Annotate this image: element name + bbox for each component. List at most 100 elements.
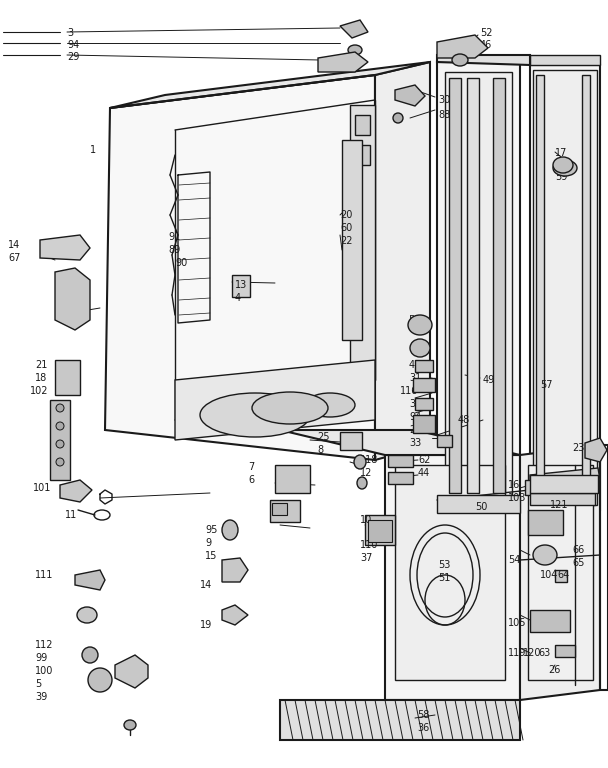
Ellipse shape xyxy=(408,315,432,335)
Polygon shape xyxy=(437,55,520,62)
Bar xyxy=(528,510,563,535)
Text: 30: 30 xyxy=(438,95,451,105)
Polygon shape xyxy=(280,430,520,455)
Text: 48: 48 xyxy=(458,415,470,425)
Bar xyxy=(395,465,505,680)
Polygon shape xyxy=(585,438,607,462)
Text: 2: 2 xyxy=(380,528,386,538)
Text: 33: 33 xyxy=(409,438,421,448)
Text: 120: 120 xyxy=(523,648,542,658)
Bar xyxy=(355,115,370,135)
Text: 13: 13 xyxy=(235,280,247,290)
Text: 119: 119 xyxy=(508,648,527,658)
Bar xyxy=(525,480,545,495)
Text: 5: 5 xyxy=(35,679,41,689)
Text: 24: 24 xyxy=(409,425,421,435)
Polygon shape xyxy=(530,55,600,65)
Ellipse shape xyxy=(200,393,310,437)
Text: 89: 89 xyxy=(168,245,180,255)
Text: 29: 29 xyxy=(67,52,80,62)
Bar xyxy=(582,75,590,495)
Ellipse shape xyxy=(533,545,557,565)
Ellipse shape xyxy=(77,607,97,623)
Text: 4: 4 xyxy=(235,293,241,303)
Ellipse shape xyxy=(357,477,367,489)
Text: 49: 49 xyxy=(483,375,496,385)
Bar xyxy=(533,70,597,505)
Polygon shape xyxy=(437,55,530,65)
Bar xyxy=(270,500,300,522)
Text: 18: 18 xyxy=(35,373,47,383)
Ellipse shape xyxy=(82,647,98,663)
Polygon shape xyxy=(60,480,92,502)
Bar xyxy=(555,570,567,582)
Text: 9: 9 xyxy=(205,538,211,548)
Text: 19: 19 xyxy=(200,620,212,630)
Text: 14: 14 xyxy=(8,240,20,250)
Text: 121: 121 xyxy=(550,500,568,510)
Polygon shape xyxy=(530,468,600,488)
Text: 64: 64 xyxy=(557,570,569,580)
Bar xyxy=(493,78,505,493)
Text: 104: 104 xyxy=(540,570,558,580)
Text: 17: 17 xyxy=(555,148,567,158)
Text: 8: 8 xyxy=(317,445,323,455)
Polygon shape xyxy=(55,268,90,330)
Bar xyxy=(342,140,362,340)
Text: 103: 103 xyxy=(508,493,527,503)
Bar xyxy=(449,78,461,493)
Polygon shape xyxy=(115,655,148,688)
Polygon shape xyxy=(385,455,520,700)
Text: 112: 112 xyxy=(35,640,54,650)
Text: 54: 54 xyxy=(508,555,520,565)
Bar xyxy=(388,472,413,484)
Ellipse shape xyxy=(410,339,430,357)
Bar xyxy=(536,75,544,495)
Text: 88: 88 xyxy=(438,110,451,120)
Bar xyxy=(350,105,375,380)
Text: 100: 100 xyxy=(35,666,54,676)
Bar xyxy=(272,503,287,515)
Text: 101: 101 xyxy=(33,483,51,493)
Bar xyxy=(530,475,598,493)
Text: 20: 20 xyxy=(340,210,353,220)
Polygon shape xyxy=(340,20,368,38)
Bar xyxy=(437,435,452,447)
Text: 55: 55 xyxy=(408,315,421,325)
Text: 63: 63 xyxy=(538,648,550,658)
Text: 47: 47 xyxy=(409,360,421,370)
Polygon shape xyxy=(318,52,368,72)
Ellipse shape xyxy=(252,392,328,424)
Ellipse shape xyxy=(124,720,136,730)
Polygon shape xyxy=(222,605,248,625)
Bar xyxy=(415,360,433,372)
Bar xyxy=(340,432,362,450)
Text: 66: 66 xyxy=(572,545,584,555)
Bar xyxy=(55,360,80,395)
Text: 91: 91 xyxy=(168,232,180,242)
Text: 102: 102 xyxy=(30,386,49,396)
Ellipse shape xyxy=(56,440,64,448)
Text: 3: 3 xyxy=(67,28,73,38)
Text: 21: 21 xyxy=(35,360,47,370)
Text: 37: 37 xyxy=(360,553,372,563)
Ellipse shape xyxy=(56,404,64,412)
Polygon shape xyxy=(437,62,520,510)
Text: 12: 12 xyxy=(360,468,372,478)
Text: 58: 58 xyxy=(417,710,429,720)
Text: 94: 94 xyxy=(409,412,421,422)
Bar xyxy=(415,398,433,410)
Text: 36: 36 xyxy=(417,723,429,733)
Text: 6: 6 xyxy=(248,475,254,485)
Text: 116: 116 xyxy=(400,386,418,396)
Polygon shape xyxy=(437,35,488,58)
Bar xyxy=(365,515,395,545)
Text: 99: 99 xyxy=(35,653,47,663)
Text: 16: 16 xyxy=(508,480,520,490)
Text: 90: 90 xyxy=(175,258,187,268)
Text: 57: 57 xyxy=(540,380,553,390)
Ellipse shape xyxy=(393,113,403,123)
Text: 1: 1 xyxy=(90,145,96,155)
Polygon shape xyxy=(75,570,105,590)
Bar xyxy=(555,645,575,657)
